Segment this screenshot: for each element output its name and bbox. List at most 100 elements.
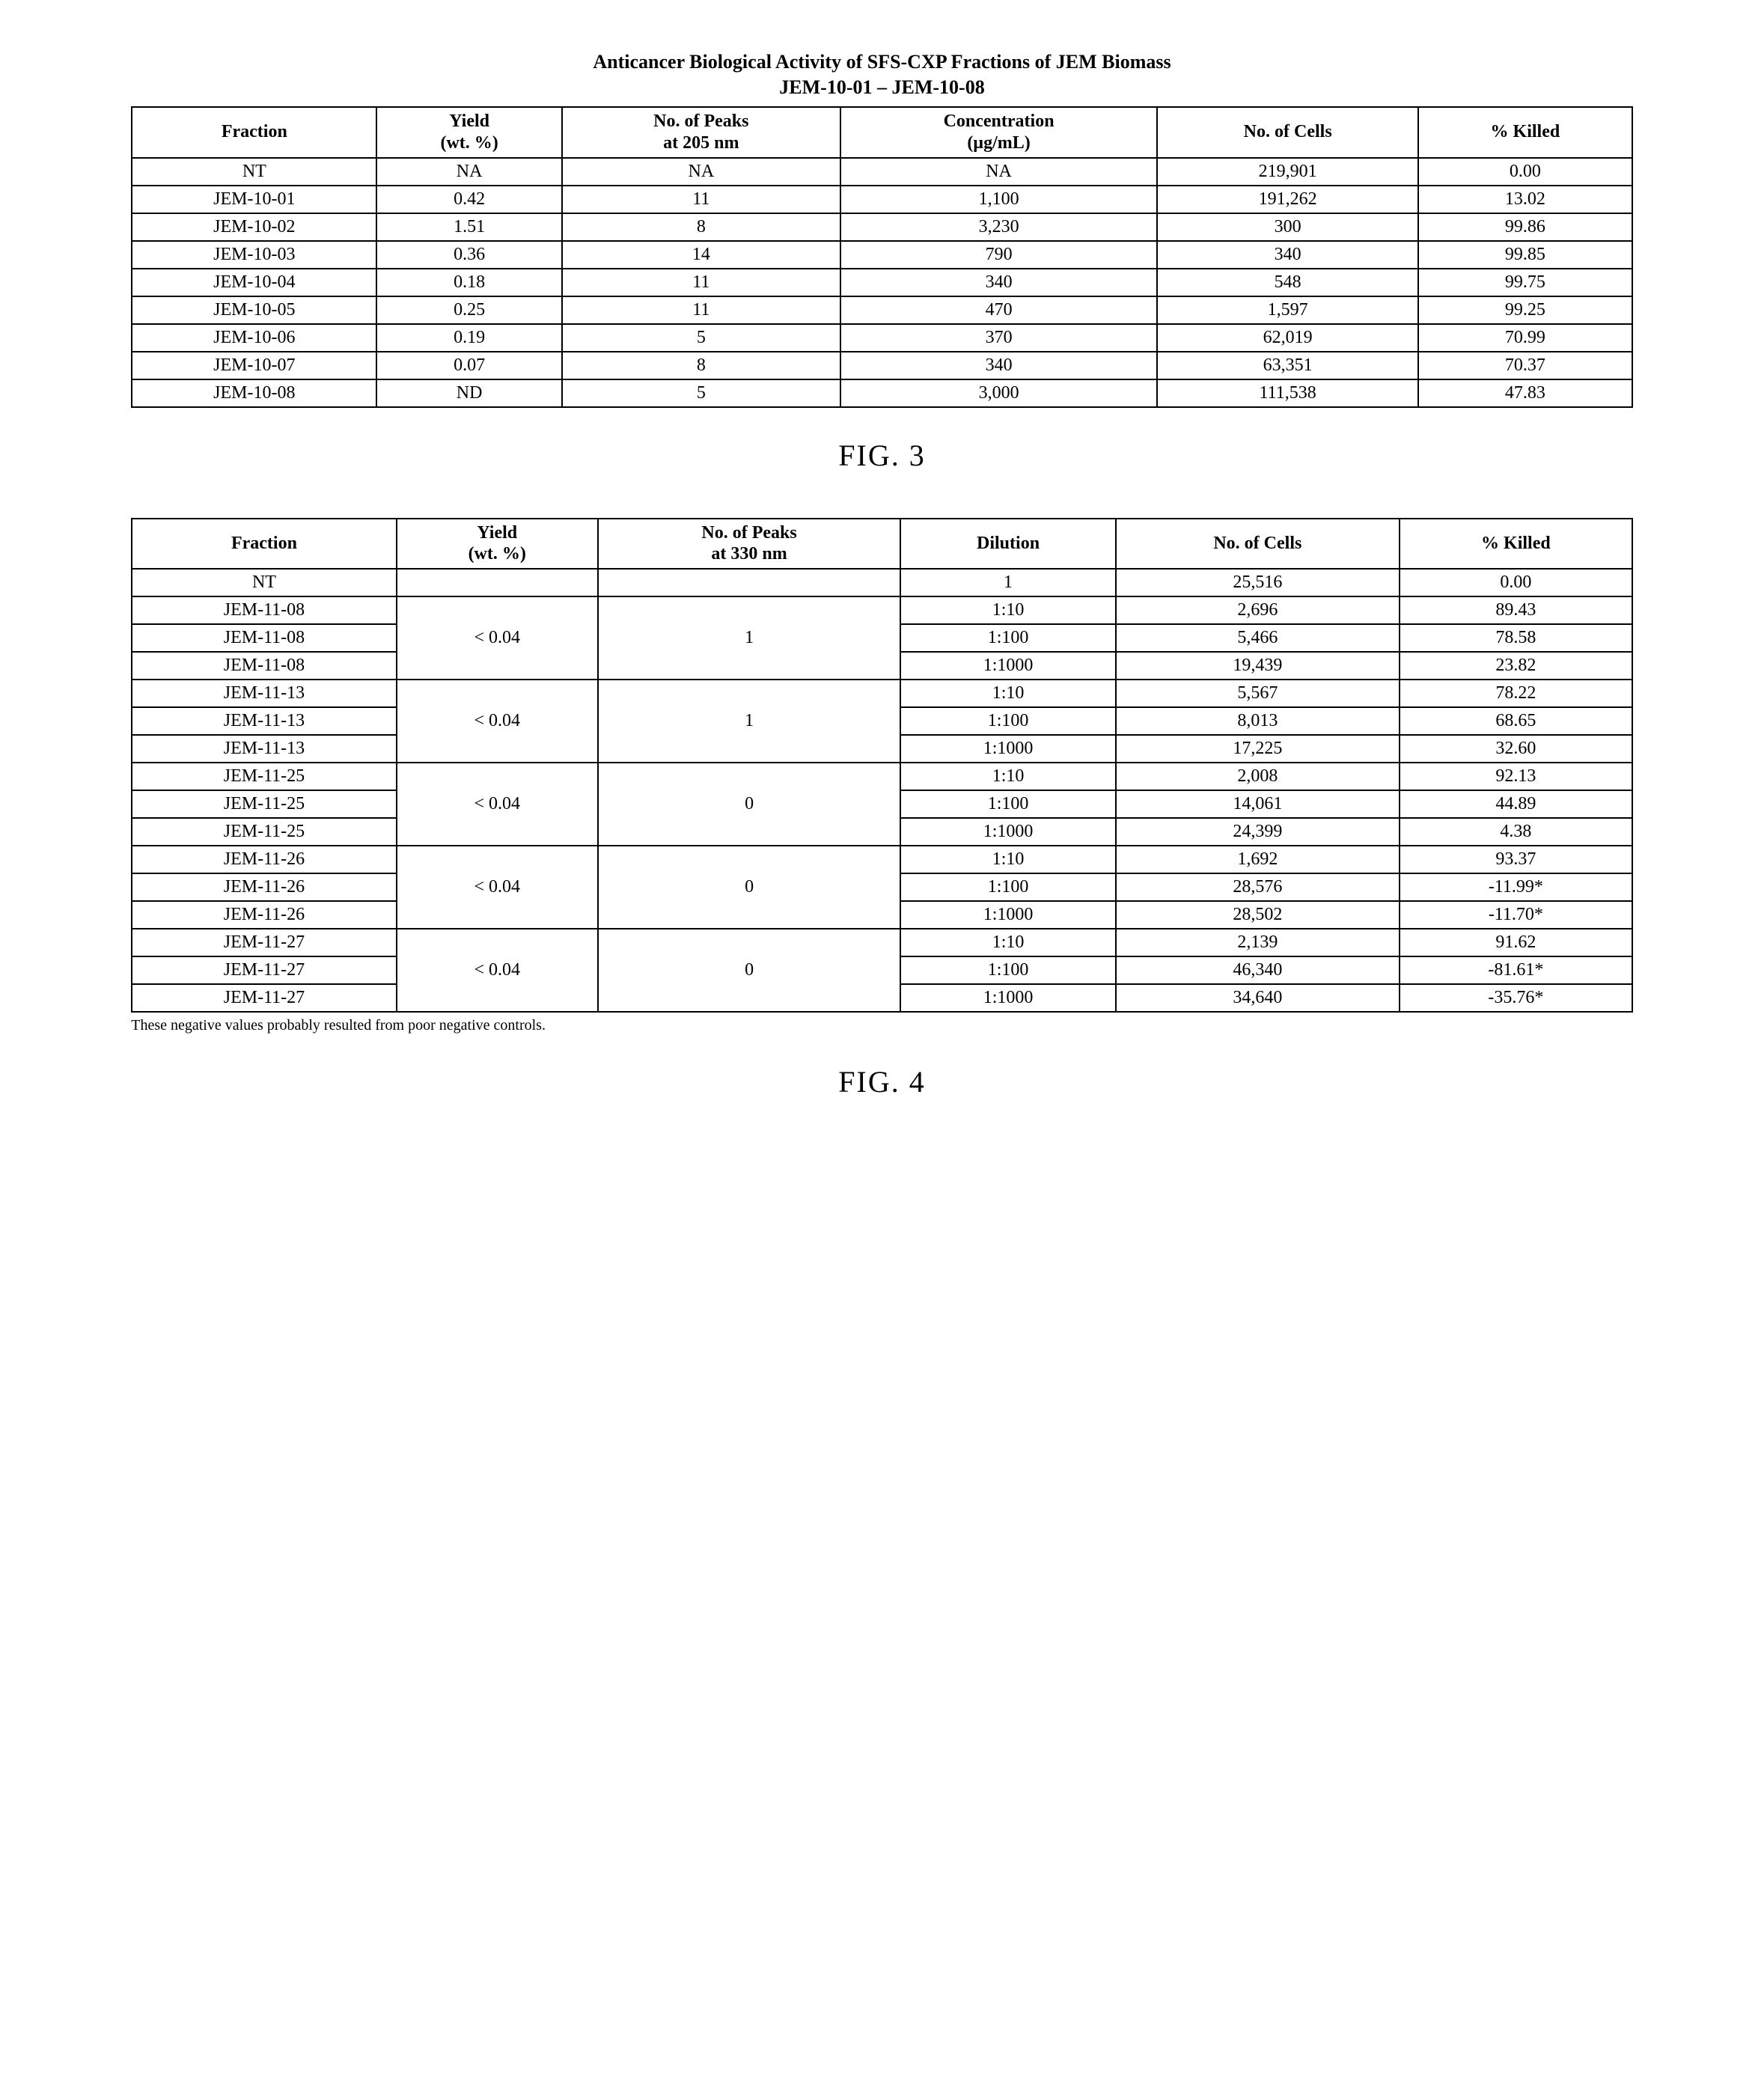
table-row: JEM-11-25< 0.0401:102,00892.13 — [132, 763, 1632, 790]
fig4-label: FIG. 4 — [66, 1064, 1698, 1099]
table-cell: 11 — [562, 269, 840, 296]
table-cell: 11 — [562, 186, 840, 213]
table-cell: 340 — [840, 269, 1157, 296]
table-cell: 1:100 — [900, 790, 1115, 818]
table-cell: < 0.04 — [397, 596, 598, 680]
table-cell: 5 — [562, 379, 840, 407]
table-cell: JEM-11-27 — [132, 929, 396, 956]
table-row: JEM-11-27< 0.0401:102,13991.62 — [132, 929, 1632, 956]
table-cell: JEM-11-13 — [132, 735, 396, 763]
table-cell: JEM-11-13 — [132, 707, 396, 735]
table-cell: JEM-10-01 — [132, 186, 376, 213]
table-cell: JEM-11-25 — [132, 818, 396, 846]
fig3-h-conc-b: (µg/mL) — [849, 132, 1149, 154]
fig3-h-conc-a: Concentration — [849, 111, 1149, 132]
table-cell: 63,351 — [1157, 352, 1418, 379]
table-cell: JEM-10-04 — [132, 269, 376, 296]
fig4-h-yield-a: Yield — [405, 522, 590, 544]
fig4-table: Fraction Yield (wt. %) No. of Peaks at 3… — [131, 518, 1633, 1013]
fig3-h-peaks-a: No. of Peaks — [570, 111, 832, 132]
table-cell: JEM-10-08 — [132, 379, 376, 407]
table-cell: 1:100 — [900, 873, 1115, 901]
table-cell: 4.38 — [1400, 818, 1632, 846]
table-cell: NA — [840, 158, 1157, 186]
table-cell: 1:10 — [900, 596, 1115, 624]
table-cell: 790 — [840, 241, 1157, 269]
table-cell: NA — [376, 158, 561, 186]
table-row: JEM-10-010.42111,100191,26213.02 — [132, 186, 1632, 213]
table-cell: 62,019 — [1157, 324, 1418, 352]
table-row: JEM-11-13< 0.0411:105,56778.22 — [132, 680, 1632, 707]
fig3-h-yield-a: Yield — [385, 111, 553, 132]
table-cell: 1:10 — [900, 680, 1115, 707]
table-cell: 5,567 — [1116, 680, 1400, 707]
fig3-h-yield-b: (wt. %) — [385, 132, 553, 154]
fig3-subtitle: JEM-10-01 – JEM-10-08 — [66, 76, 1698, 99]
table-cell: 0.00 — [1418, 158, 1632, 186]
table-cell: 2,008 — [1116, 763, 1400, 790]
fig4-h-peaks-a: No. of Peaks — [606, 522, 893, 544]
table-cell: 93.37 — [1400, 846, 1632, 873]
table-cell: 0.25 — [376, 296, 561, 324]
fig4-h-killed: % Killed — [1400, 519, 1632, 570]
table-cell: 340 — [1157, 241, 1418, 269]
table-cell: 99.85 — [1418, 241, 1632, 269]
table-cell: -11.99* — [1400, 873, 1632, 901]
table-cell: 70.37 — [1418, 352, 1632, 379]
table-cell: 47.83 — [1418, 379, 1632, 407]
table-cell: 24,399 — [1116, 818, 1400, 846]
table-cell: 2,139 — [1116, 929, 1400, 956]
table-cell: 70.99 — [1418, 324, 1632, 352]
table-cell: 370 — [840, 324, 1157, 352]
table-cell: 1:100 — [900, 624, 1115, 652]
table-cell: 99.86 — [1418, 213, 1632, 241]
table-cell: 8 — [562, 352, 840, 379]
table-cell: 99.25 — [1418, 296, 1632, 324]
table-cell: JEM-11-25 — [132, 763, 396, 790]
table-cell: 34,640 — [1116, 984, 1400, 1012]
table-cell: 0.19 — [376, 324, 561, 352]
table-cell: 14 — [562, 241, 840, 269]
table-row: NT 125,5160.00 — [132, 569, 1632, 596]
table-cell: 0.36 — [376, 241, 561, 269]
table-cell: 25,516 — [1116, 569, 1400, 596]
table-cell: JEM-11-25 — [132, 790, 396, 818]
table-cell: 470 — [840, 296, 1157, 324]
table-cell: 0.00 — [1400, 569, 1632, 596]
table-cell: 91.62 — [1400, 929, 1632, 956]
table-cell: 1,692 — [1116, 846, 1400, 873]
table-cell: JEM-11-08 — [132, 652, 396, 680]
table-cell — [397, 569, 598, 596]
fig3-h-yield: Yield (wt. %) — [376, 107, 561, 158]
table-cell: 28,576 — [1116, 873, 1400, 901]
table-row: JEM-10-070.07834063,35170.37 — [132, 352, 1632, 379]
table-row: JEM-10-050.25114701,59799.25 — [132, 296, 1632, 324]
table-cell: -11.70* — [1400, 901, 1632, 929]
table-cell: < 0.04 — [397, 763, 598, 846]
table-cell: 8 — [562, 213, 840, 241]
table-cell: 13.02 — [1418, 186, 1632, 213]
table-cell: < 0.04 — [397, 846, 598, 929]
table-row: JEM-10-060.19537062,01970.99 — [132, 324, 1632, 352]
table-cell — [598, 569, 901, 596]
fig4-h-yield: Yield (wt. %) — [397, 519, 598, 570]
table-cell: 2,696 — [1116, 596, 1400, 624]
table-row: JEM-10-040.181134054899.75 — [132, 269, 1632, 296]
table-cell: 0 — [598, 763, 901, 846]
table-cell: 14,061 — [1116, 790, 1400, 818]
table-cell: 3,000 — [840, 379, 1157, 407]
table-cell: NT — [132, 569, 396, 596]
table-cell: 1:100 — [900, 956, 1115, 984]
table-cell: 191,262 — [1157, 186, 1418, 213]
table-cell: 1:10 — [900, 929, 1115, 956]
table-cell: 17,225 — [1116, 735, 1400, 763]
table-cell: NA — [562, 158, 840, 186]
table-row: JEM-11-08< 0.0411:102,69689.43 — [132, 596, 1632, 624]
table-cell: JEM-11-27 — [132, 956, 396, 984]
table-cell: 5 — [562, 324, 840, 352]
table-cell: JEM-11-08 — [132, 596, 396, 624]
table-cell: 1 — [900, 569, 1115, 596]
table-row: JEM-10-08ND53,000111,53847.83 — [132, 379, 1632, 407]
table-cell: 68.65 — [1400, 707, 1632, 735]
fig3-h-peaks-b: at 205 nm — [570, 132, 832, 154]
